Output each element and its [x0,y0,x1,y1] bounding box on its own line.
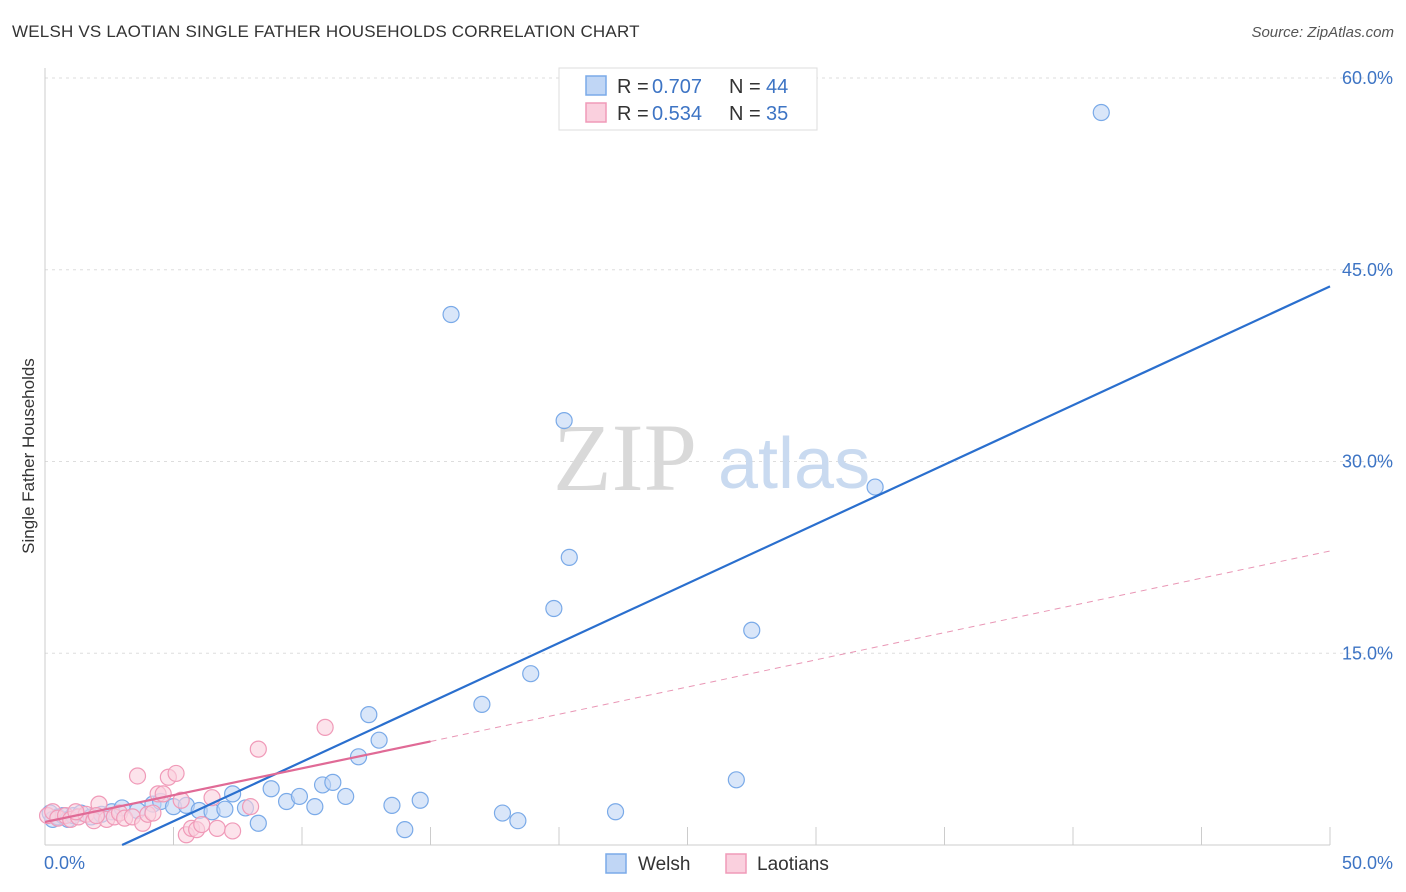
bottom-legend-swatch-laotians [725,853,747,874]
legend-laotians-n-label: N = [729,103,761,125]
y-tick-label-0: 15.0% [1342,643,1393,663]
point-welsh-21 [249,814,267,832]
point-laotians-29 [224,822,242,840]
point-welsh-45 [743,621,761,639]
trendlines [44,285,1331,846]
chart-source: Source: ZipAtlas.com [1251,24,1394,41]
x-tick-label-max: 50.0% [1342,853,1393,873]
legend-welsh-r-label: R = [617,76,649,98]
legend-welsh-r: 0.707 [652,76,702,98]
point-welsh-34 [411,791,429,809]
point-welsh-40 [545,599,563,618]
y-axis-title: Single Father Households [19,358,38,554]
point-welsh-47 [1092,103,1110,122]
point-welsh-30 [360,706,378,724]
legend-laotians-r: 0.534 [652,103,702,125]
legend-laotians-r-label: R = [617,103,649,125]
bottom-legend-swatch-welsh [605,853,627,874]
trendline-laotians-2 [430,550,1331,742]
point-laotians-14 [128,767,147,785]
point-welsh-46 [866,478,884,496]
point-laotians-32 [316,718,334,736]
trendline-welsh-0 [121,285,1331,846]
point-welsh-22 [262,780,280,798]
y-tick-label-3: 60.0% [1342,68,1393,88]
point-welsh-35 [442,305,460,324]
tick-labels: 15.0% 30.0% 45.0% 60.0% 0.0% 50.0% [44,68,1393,873]
point-welsh-44 [727,771,745,789]
legend-welsh-n-label: N = [729,76,761,98]
point-laotians-28 [208,819,226,837]
point-welsh-25 [306,798,324,816]
point-welsh-27 [324,773,342,791]
y-tick-label-1: 30.0% [1342,452,1393,472]
point-welsh-18 [216,800,234,818]
point-welsh-43 [606,803,625,821]
point-welsh-41 [555,411,573,430]
point-welsh-42 [560,548,578,566]
point-welsh-28 [337,787,355,806]
point-welsh-32 [383,796,401,814]
chart-title: WELSH VS LAOTIAN SINGLE FATHER HOUSEHOLD… [12,22,640,41]
axes [44,68,1331,846]
point-welsh-37 [493,804,512,822]
point-laotians-21 [167,764,185,783]
point-laotians-26 [193,815,211,834]
watermark: ZIP atlas [553,404,870,511]
data-points [38,103,1110,844]
bottom-legend-laotians: Laotians [757,854,829,875]
x-tick-label-min: 0.0% [44,853,85,873]
point-welsh-24 [290,787,309,806]
trendline-laotians-1 [44,740,431,824]
y-tick-label-2: 45.0% [1342,260,1393,280]
watermark-zip: ZIP [553,404,697,511]
grid [45,77,1392,654]
point-laotians-30 [242,798,260,816]
legend-swatch-laotians [585,102,607,123]
legend-welsh-n: 44 [766,76,788,98]
legend-swatch-welsh [585,75,607,96]
legend-laotians-n: 35 [766,103,788,125]
point-laotians-31 [249,740,267,758]
point-laotians-22 [172,791,190,809]
bottom-legend-welsh: Welsh [638,854,690,875]
point-welsh-38 [509,812,527,830]
point-welsh-36 [473,695,491,713]
bottom-legend: Welsh Laotians [605,853,829,875]
point-welsh-31 [370,731,388,749]
legend-box: R = 0.707 N = 44 R = 0.534 N = 35 [558,67,818,131]
point-welsh-33 [396,821,414,839]
watermark-atlas: atlas [718,424,870,504]
point-laotians-17 [144,804,162,822]
point-welsh-39 [522,665,540,683]
